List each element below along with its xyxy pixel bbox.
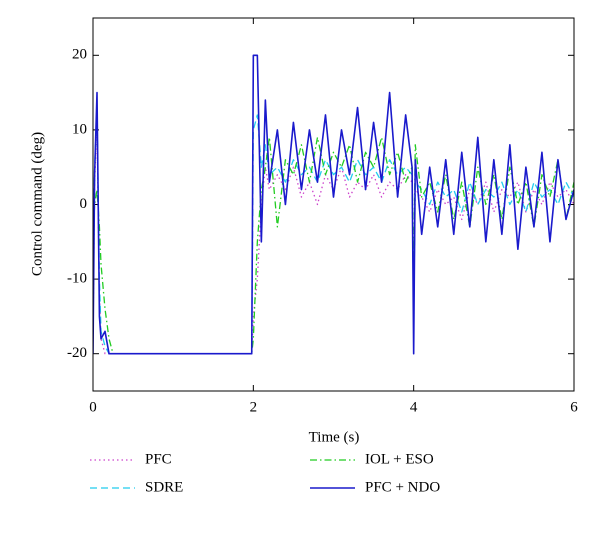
y-tick-label: -20 [67, 345, 87, 361]
x-axis-label: Time (s) [309, 429, 360, 445]
x-tick-label: 6 [570, 399, 578, 415]
plot-area [93, 18, 574, 391]
y-tick-label: -10 [67, 271, 87, 287]
legend-label: IOL + ESO [365, 451, 434, 467]
legend-label: PFC [145, 451, 172, 467]
legend-label: PFC + NDO [365, 479, 440, 495]
plot-frame [92, 17, 575, 392]
x-tick-label: 2 [250, 399, 258, 415]
y-tick-label: 10 [72, 121, 87, 137]
plot-lines [93, 54, 574, 355]
y-axis-label: Control command (deg) [29, 132, 45, 276]
y-tick-label: 0 [80, 196, 88, 212]
legend-label: SDRE [145, 479, 183, 495]
series-line [93, 129, 574, 355]
x-tick-label: 4 [410, 399, 418, 415]
x-tick-label: 0 [89, 399, 97, 415]
series-line [93, 54, 574, 355]
y-tick-label: 20 [72, 47, 87, 63]
